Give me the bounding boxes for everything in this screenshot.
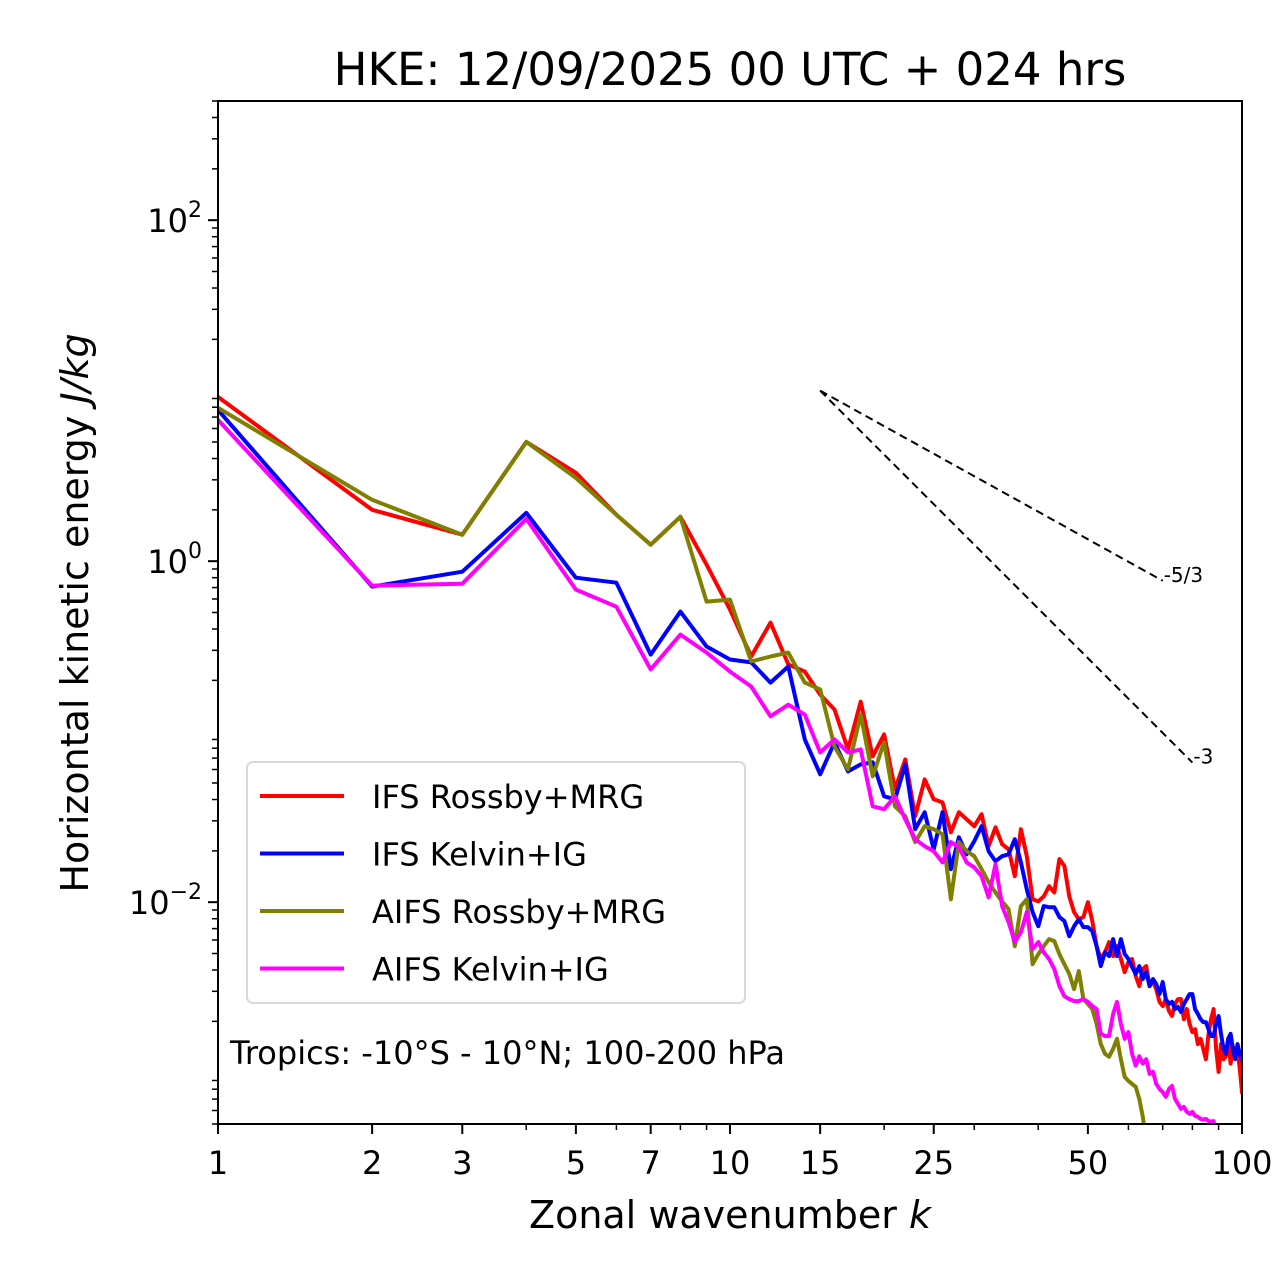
y-axis-ticks: 10−2 100 102 <box>129 100 218 1125</box>
x-tick-label: 7 <box>641 1144 661 1182</box>
reference-line-slope-minus-3 <box>819 389 1194 764</box>
x-tick-label: 100 <box>1211 1144 1272 1182</box>
x-axis-ticks: 1 2 3 5 7 10 15 25 50 100 <box>208 1124 1273 1182</box>
y-tick-label: 100 <box>147 539 202 581</box>
legend-item: IFS Rossby+MRG <box>260 778 644 816</box>
region-annotation: Tropics: -10°S - 10°N; 100-200 hPa <box>229 1034 785 1072</box>
legend: IFS Rossby+MRG IFS Kelvin+IG AIFS Rossby+M… <box>246 761 746 1004</box>
series-line-ifs-rossby-mrg <box>218 394 1242 1095</box>
x-tick-label: 10 <box>710 1144 751 1182</box>
x-tick-label: 3 <box>452 1144 472 1182</box>
y-tick-label: 10−2 <box>129 880 202 922</box>
x-tick-label: 50 <box>1068 1144 1109 1182</box>
legend-label: IFS Kelvin+IG <box>372 836 587 874</box>
legend-label: IFS Rossby+MRG <box>372 778 644 816</box>
x-tick-label: 2 <box>362 1144 382 1182</box>
x-tick-label: 15 <box>800 1144 841 1182</box>
x-tick-label: 5 <box>566 1144 586 1182</box>
reference-slope-lines <box>819 389 1194 764</box>
legend-item: AIFS Rossby+MRG <box>260 893 666 931</box>
y-axis-label: Horizontal kinetic energy J/kg <box>53 333 97 892</box>
legend-label: AIFS Kelvin+IG <box>372 951 609 989</box>
x-tick-label: 25 <box>913 1144 954 1182</box>
reference-slope-labels: -5/3 -3 <box>1164 563 1214 769</box>
chart-title: HKE: 12/09/2025 00 UTC + 024 hrs <box>334 43 1127 96</box>
reference-line-slope-minus-5-3 <box>819 389 1164 582</box>
series-line-aifs-kelvin-ig <box>218 417 1217 1124</box>
legend-frame <box>246 761 746 1004</box>
reference-line-label: -3 <box>1193 745 1213 769</box>
x-axis-label: Zonal wavenumber k <box>529 1193 933 1237</box>
y-tick-label: 102 <box>147 198 202 240</box>
series-lines <box>218 394 1242 1124</box>
legend-item: IFS Kelvin+IG <box>260 836 587 874</box>
legend-item: AIFS Kelvin+IG <box>260 951 609 989</box>
x-tick-label: 1 <box>208 1144 228 1182</box>
reference-line-label: -5/3 <box>1164 563 1203 587</box>
series-line-ifs-kelvin-ig <box>218 407 1242 1062</box>
legend-label: AIFS Rossby+MRG <box>372 893 666 931</box>
